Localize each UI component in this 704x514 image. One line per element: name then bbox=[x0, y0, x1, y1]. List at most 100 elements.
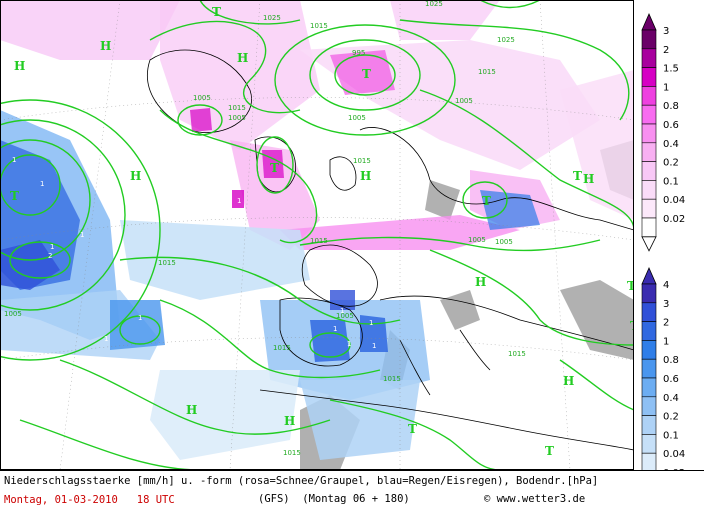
pressure-label: 1015 bbox=[353, 157, 371, 165]
pressure-label: 1005 bbox=[455, 97, 473, 105]
rain-legend-level-label: 0.04 bbox=[663, 449, 685, 460]
low-center: T bbox=[482, 194, 491, 208]
rain-legend: 4 3 2 1 0.8 0.6 0.4 0.2 0.1 0.04 0.02 bbox=[641, 267, 685, 470]
high-center: H bbox=[100, 39, 111, 53]
precip-label: 1 bbox=[275, 140, 279, 148]
pressure-label: 1015 bbox=[228, 104, 246, 112]
precip-label: 1 bbox=[104, 335, 108, 343]
legend-panel: 3 2 1.5 1 0.8 0.6 0.4 0.2 0.1 0.04 0.02 4 3 2 1 0.8 0.6… bbox=[641, 13, 685, 470]
low-center: T bbox=[408, 422, 417, 436]
pressure-label: 1015 bbox=[158, 259, 176, 267]
precip-label: 1 bbox=[40, 180, 44, 188]
rain-legend-level-label: 0.02 bbox=[663, 468, 685, 470]
high-center: H bbox=[475, 275, 486, 289]
snow-legend-swatch bbox=[641, 161, 657, 181]
rain-legend-level-label: 0.2 bbox=[663, 412, 679, 423]
rain-legend-level-label: 0.6 bbox=[663, 374, 679, 385]
pressure-label: 1025 bbox=[425, 0, 443, 8]
pressure-label: 1015 bbox=[283, 449, 301, 457]
pressure-label: 1015 bbox=[508, 350, 526, 358]
pressure-label: 1005 bbox=[228, 114, 246, 122]
pressure-label: 1025 bbox=[497, 36, 515, 44]
snow-legend: 3 2 1.5 1 0.8 0.6 0.4 0.2 0.1 0.04 0.02 bbox=[641, 13, 685, 252]
low-center: T bbox=[630, 319, 634, 333]
precip-label: 1 bbox=[138, 314, 142, 322]
snow-legend-swatch bbox=[641, 67, 657, 87]
precip-label: 1 bbox=[347, 340, 351, 348]
pressure-label: 995 bbox=[352, 49, 365, 57]
snow-legend-swatch bbox=[641, 86, 657, 106]
snow-legend-level-label: 0.04 bbox=[663, 195, 685, 206]
snow-legend-swatch bbox=[641, 104, 657, 125]
high-center: H bbox=[186, 403, 197, 417]
rain-legend-level-label: 3 bbox=[663, 299, 669, 310]
low-center: T bbox=[10, 189, 19, 203]
precip-label: 1 bbox=[333, 325, 337, 333]
snow-legend-level-label: 1.5 bbox=[663, 64, 679, 75]
snow-legend-swatch bbox=[641, 198, 657, 219]
caption-copyright: © www.wetter3.de bbox=[484, 493, 586, 505]
pressure-label: 1005 bbox=[348, 114, 366, 122]
caption-date: Montag, 01-03-2010 18 UTC bbox=[4, 494, 175, 506]
snow-legend-level-label: 0.6 bbox=[663, 120, 679, 131]
pressure-label: 1025 bbox=[263, 14, 281, 22]
precip-label: 1 bbox=[237, 197, 241, 205]
low-center: T bbox=[627, 279, 634, 293]
snow-legend-bottom-arrow bbox=[641, 236, 657, 252]
lat-lon-grid bbox=[0, 0, 634, 470]
snow-legend-level-label: 0.02 bbox=[663, 214, 685, 225]
snow-legend-level-label: 0.1 bbox=[663, 176, 679, 187]
rain-precip-areas bbox=[0, 110, 540, 460]
rain-legend-swatch bbox=[641, 434, 657, 454]
snow-legend-level-label: 0.8 bbox=[663, 101, 679, 112]
rain-legend-swatch bbox=[641, 340, 657, 360]
rain-legend-swatch bbox=[641, 321, 657, 341]
high-center: H bbox=[360, 169, 371, 183]
low-center: T bbox=[212, 5, 221, 19]
rain-legend-level-label: 2 bbox=[663, 318, 669, 329]
snow-legend-swatch bbox=[641, 180, 657, 200]
rain-legend-swatch bbox=[641, 358, 657, 379]
pressure-label: 1005 bbox=[336, 312, 354, 320]
high-center: H bbox=[563, 374, 574, 388]
pressure-label: 1015 bbox=[383, 375, 401, 383]
low-center: T bbox=[545, 444, 554, 458]
pressure-label: 1015 bbox=[310, 237, 328, 245]
pressure-label: 1005 bbox=[4, 310, 22, 318]
isobars bbox=[0, 0, 634, 470]
low-center: T bbox=[270, 161, 279, 175]
pressure-label: 1005 bbox=[468, 236, 486, 244]
snow-legend-swatch bbox=[641, 123, 657, 144]
rain-legend-level-label: 1 bbox=[663, 336, 669, 347]
precip-label: 1 bbox=[50, 243, 54, 251]
weather-map: 1025 1015 1005 995 1005 1005 1015 1005 1… bbox=[0, 0, 634, 470]
pressure-labels: 1025 1015 1005 995 1005 1005 1015 1005 1… bbox=[4, 0, 526, 457]
high-center: H bbox=[130, 169, 141, 183]
precip-label: 1 bbox=[369, 319, 373, 327]
precip-labels: 1 1 2 1 1 1 1 1 1 1 1 1 1 1 bbox=[12, 140, 376, 350]
rain-legend-level-label: 4 bbox=[663, 280, 669, 291]
pressure-label: 1015 bbox=[310, 22, 328, 30]
rain-legend-swatch bbox=[641, 377, 657, 398]
precip-label: 1 bbox=[12, 156, 16, 164]
high-center: H bbox=[284, 414, 295, 428]
precip-label: 1 bbox=[340, 307, 344, 315]
precip-label: 1 bbox=[372, 342, 376, 350]
high-center: H bbox=[583, 172, 594, 186]
precip-label: 1 bbox=[80, 231, 84, 239]
caption-model: (GFS) (Montag 06 + 180) bbox=[258, 493, 410, 505]
caption-footer: Niederschlagsstaerke [mm/h] u. -form (ro… bbox=[0, 470, 704, 514]
low-center: T bbox=[362, 67, 371, 81]
snow-legend-swatch bbox=[641, 29, 657, 50]
snow-legend-level-label: 3 bbox=[663, 26, 669, 37]
high-center: H bbox=[237, 51, 248, 65]
snow-legend-swatch bbox=[641, 48, 657, 68]
snow-legend-swatch bbox=[641, 217, 657, 238]
low-center: T bbox=[573, 169, 582, 183]
rain-legend-level-label: 0.4 bbox=[663, 393, 679, 404]
snow-legend-level-label: 0.4 bbox=[663, 139, 679, 150]
rain-legend-swatch bbox=[641, 452, 657, 470]
pressure-label: 1015 bbox=[478, 68, 496, 76]
precip-label: 2 bbox=[48, 252, 52, 260]
rain-legend-swatch bbox=[641, 396, 657, 416]
